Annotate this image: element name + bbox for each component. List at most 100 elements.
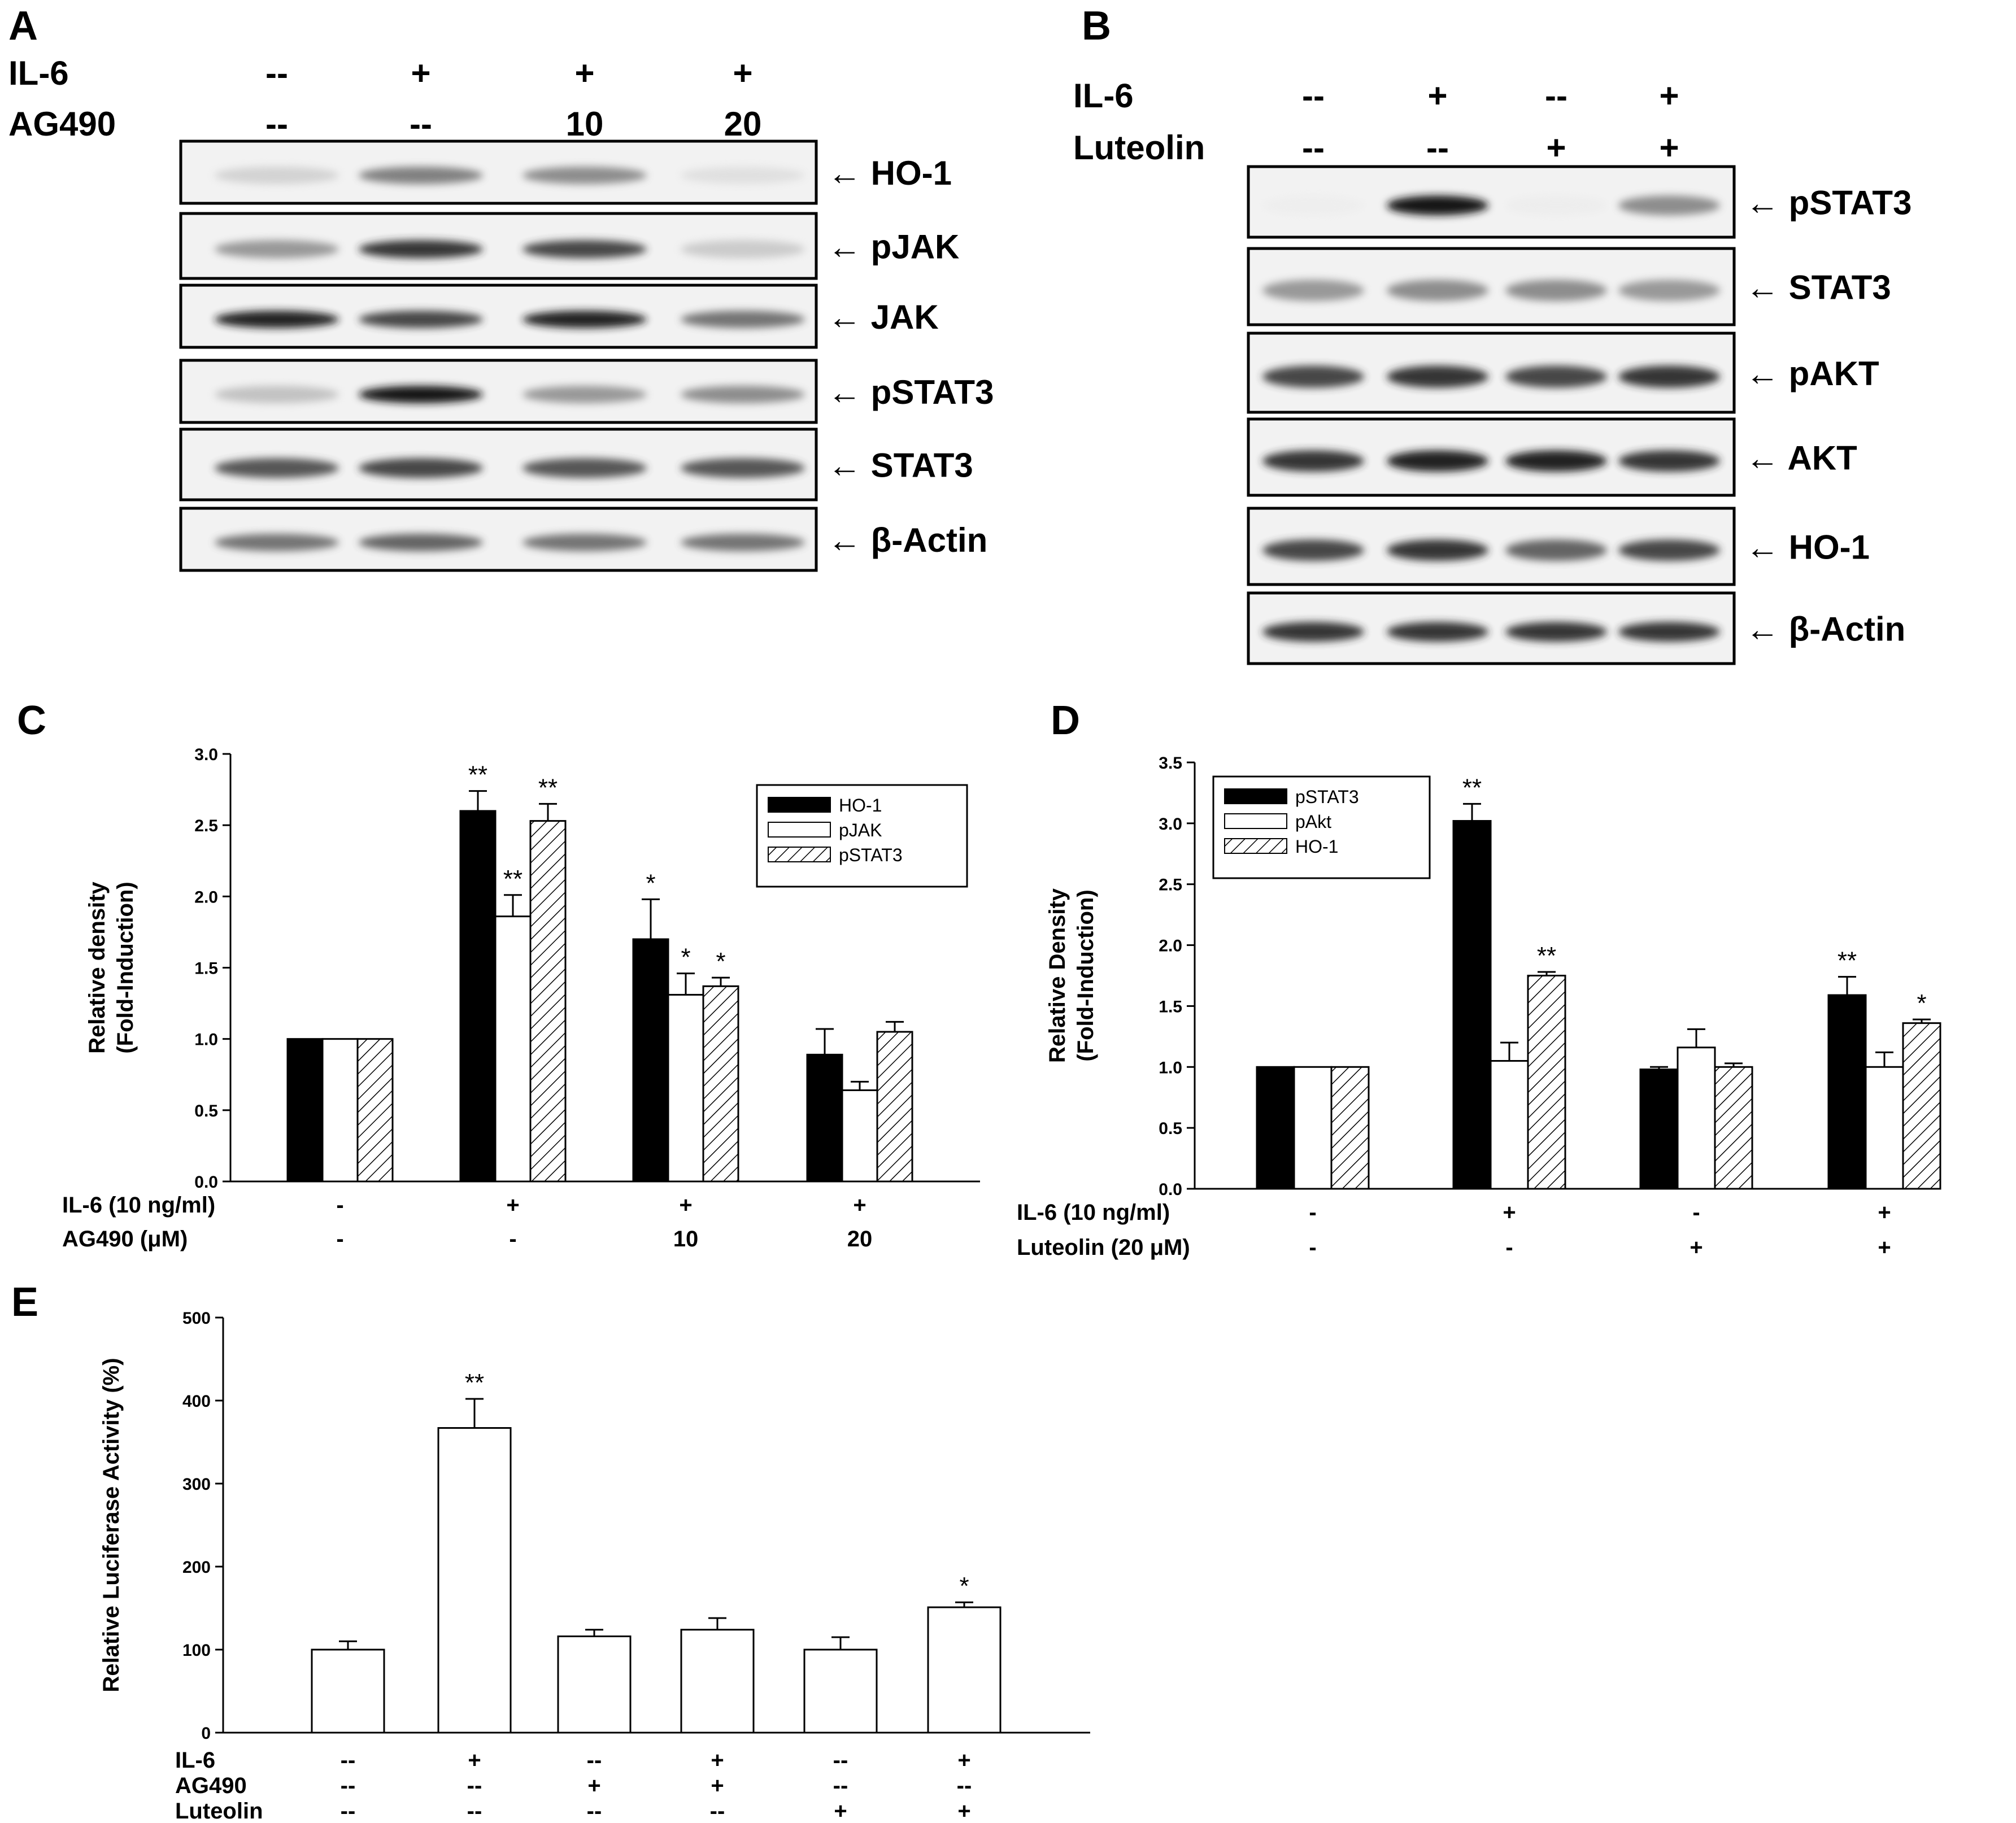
bar	[806, 1053, 843, 1183]
condition-value: +	[574, 54, 594, 92]
condition-value: -	[336, 1227, 343, 1251]
y-axis-label: Relative density	[85, 881, 110, 1053]
y-tick-label: 0.0	[194, 1173, 218, 1192]
legend-swatch	[1224, 838, 1287, 854]
y-tick-label: 2.0	[194, 888, 218, 906]
bar	[702, 985, 739, 1183]
condition-value: --	[587, 1748, 602, 1773]
blot-label: ← pJAK	[828, 228, 959, 266]
panel-e-bar-chart: E 0 100 200 300 400 500 Relative Luciferase Act…	[11, 1280, 1090, 1823]
condition-value: 10	[566, 105, 604, 143]
condition-value: +	[1690, 1235, 1703, 1260]
panel-label: D	[1051, 698, 1080, 743]
bar	[311, 1648, 385, 1734]
bar	[841, 1089, 878, 1183]
blot-band	[522, 534, 647, 551]
significance-marker: **	[538, 774, 558, 801]
y-tick-label: 300	[182, 1475, 211, 1494]
blot-band	[1618, 450, 1720, 472]
bar	[1293, 1066, 1333, 1190]
bar	[876, 1031, 913, 1183]
blot-band	[215, 167, 339, 184]
bar	[557, 1635, 632, 1734]
y-axis-label: Relative Luciferase Activity (%)	[99, 1358, 124, 1692]
bar	[927, 1606, 1002, 1734]
blot-band	[1505, 450, 1607, 472]
condition-value: +	[468, 1748, 481, 1773]
significance-marker: **	[465, 1369, 484, 1397]
condition-value: 20	[847, 1227, 873, 1251]
y-tick-label: 3.5	[1159, 754, 1182, 773]
condition-label: Luteolin	[1073, 129, 1205, 167]
legend-entry: pJAK	[839, 820, 882, 840]
significance-marker: **	[1838, 947, 1857, 975]
panel-d-bar-chart: D 0.0 0.5 1.0 1.5 2.0 2.5 3.0 3.5 Relative Densit…	[1017, 698, 1941, 1260]
condition-value: --	[467, 1773, 482, 1798]
condition-value: +	[587, 1773, 600, 1798]
significance-marker: **	[1462, 774, 1482, 801]
condition-value: --	[467, 1799, 482, 1823]
blot-label: ← β-Actin	[1745, 610, 1905, 648]
blot-band	[1387, 195, 1488, 216]
condition-value: 10	[673, 1227, 699, 1251]
blot-band	[1505, 365, 1607, 388]
panel-label: A	[8, 3, 38, 49]
blot-band	[215, 240, 339, 259]
condition-label: IL-6	[8, 54, 69, 92]
condition-value: +	[853, 1193, 866, 1218]
bar	[437, 1427, 512, 1734]
blot-band	[215, 458, 339, 478]
condition-value: --	[265, 105, 288, 143]
blot-band	[1262, 539, 1364, 561]
y-tick-label: 2.5	[194, 817, 218, 835]
legend-entry: HO-1	[1295, 836, 1338, 857]
blot-band	[681, 167, 805, 184]
legend-swatch	[768, 847, 831, 862]
condition-value: +	[679, 1193, 692, 1218]
blot-band	[1505, 622, 1607, 642]
significance-marker: *	[1917, 989, 1926, 1017]
bar	[680, 1629, 755, 1734]
blot-band	[1505, 280, 1607, 302]
panel-c-bar-chart: C 0.0 0.5 1.0 1.5 2.0 2.5 3.0 Relative density (F…	[17, 698, 980, 1251]
condition-value: --	[833, 1773, 848, 1798]
bar	[1452, 820, 1492, 1190]
condition-value: +	[1878, 1235, 1891, 1260]
condition-value: --	[341, 1799, 356, 1823]
condition-value: --	[410, 105, 432, 143]
blot-band	[359, 240, 483, 259]
y-tick-label: 1.0	[194, 1031, 218, 1049]
blot-label: ← STAT3	[828, 447, 973, 485]
condition-label: Luteolin	[175, 1799, 263, 1823]
condition-value: --	[341, 1773, 356, 1798]
blot-band	[1618, 365, 1720, 388]
blot-label: ← β-Actin	[828, 521, 987, 559]
blot-band	[1618, 622, 1720, 642]
condition-value: --	[1302, 77, 1325, 115]
significance-marker: *	[646, 869, 655, 897]
y-tick-label: 0.5	[194, 1102, 218, 1120]
blot-label: ← pSTAT3	[828, 373, 994, 411]
blot-band	[1387, 280, 1488, 302]
blot-label: ← HO-1	[1745, 529, 1870, 566]
blot-band	[215, 534, 339, 551]
condition-value: -	[1505, 1235, 1513, 1260]
significance-marker: *	[959, 1572, 969, 1600]
bar	[529, 820, 567, 1183]
bar	[667, 993, 704, 1183]
condition-value: +	[711, 1773, 724, 1798]
condition-value: --	[587, 1799, 602, 1823]
bar	[1256, 1066, 1295, 1190]
blot-band	[681, 311, 805, 328]
legend-swatch	[1224, 813, 1287, 829]
bar	[1902, 1022, 1941, 1190]
y-tick-label: 200	[182, 1558, 211, 1577]
panel-label: B	[1082, 3, 1111, 49]
bar	[356, 1038, 394, 1183]
blot-band	[215, 386, 339, 403]
bar	[321, 1038, 359, 1183]
y-tick-label: 3.0	[1159, 815, 1182, 834]
condition-value: +	[1503, 1200, 1516, 1225]
blot-label: ← STAT3	[1745, 269, 1891, 307]
